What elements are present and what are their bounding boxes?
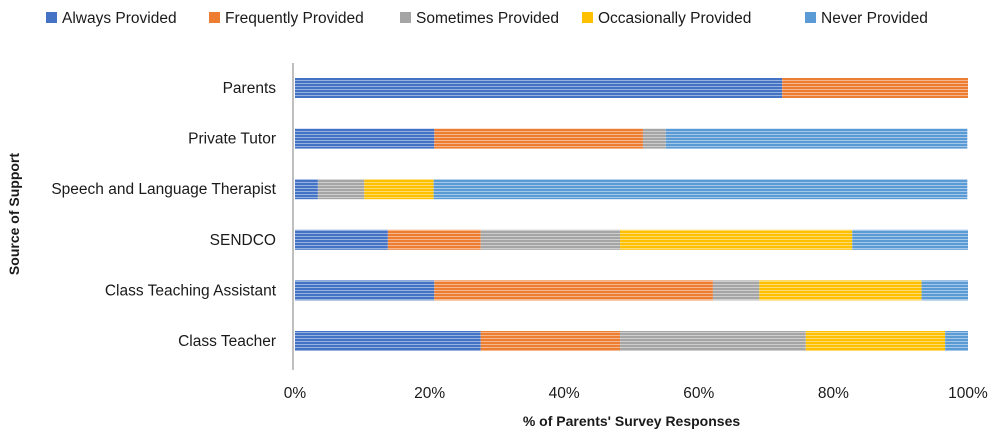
bar-speech-and-language-therapist-always-provided <box>295 179 318 200</box>
bar-speech-and-language-therapist-never-provided <box>433 179 968 200</box>
bar-class-teacher-sometimes-provided <box>620 331 806 351</box>
bar-sendco-always-provided <box>295 229 388 250</box>
category-label-parents: Parents <box>223 80 277 97</box>
bar-class-teacher-always-provided <box>295 331 481 351</box>
bar-class-teaching-assistant-always-provided <box>295 280 435 301</box>
bar-class-teacher-never-provided <box>945 331 968 351</box>
y-axis-title: Source of Support <box>6 153 22 275</box>
bar-class-teaching-assistant-frequently-provided <box>434 280 713 301</box>
category-label-sendco: SENDCO <box>210 232 276 249</box>
legend-swatch-occasionally-provided <box>582 12 593 23</box>
bar-sendco-frequently-provided <box>387 229 481 250</box>
bar-speech-and-language-therapist-occasionally-provided <box>364 179 434 200</box>
bar-private-tutor-always-provided <box>295 128 435 149</box>
bar-private-tutor-frequently-provided <box>434 128 643 149</box>
category-labels: Parents Private Tutor Speech and Language … <box>51 80 276 350</box>
legend-label-always-provided: Always Provided <box>62 10 177 27</box>
x-tick-0: 0% <box>284 385 307 402</box>
x-tick-80: 80% <box>818 385 849 402</box>
x-axis-title: % of Parents' Survey Responses <box>523 413 741 429</box>
legend: Always Provided Frequently Provided Someti… <box>46 10 928 27</box>
legend-label-never-provided: Never Provided <box>821 10 928 27</box>
category-label-class-teaching-assistant: Class Teaching Assistant <box>105 282 277 299</box>
category-label-speech-and-language-therapist: Speech and Language Therapist <box>51 181 276 198</box>
bar-class-teaching-assistant-never-provided <box>921 280 968 301</box>
bar-sendco-never-provided <box>852 229 968 250</box>
category-label-class-teacher: Class Teacher <box>178 333 276 350</box>
legend-swatch-sometimes-provided <box>400 12 411 23</box>
legend-label-occasionally-provided: Occasionally Provided <box>598 10 751 27</box>
bar-sendco-occasionally-provided <box>620 229 853 250</box>
bar-private-tutor-sometimes-provided <box>642 128 666 149</box>
x-tick-40: 40% <box>549 385 580 402</box>
x-tick-60: 60% <box>683 385 714 402</box>
bar-class-teacher-occasionally-provided <box>805 331 946 351</box>
x-tick-20: 20% <box>414 385 445 402</box>
legend-swatch-never-provided <box>805 12 816 23</box>
x-tick-100: 100% <box>948 385 988 402</box>
legend-label-sometimes-provided: Sometimes Provided <box>416 10 559 27</box>
bars-group <box>295 78 968 351</box>
x-tick-labels: 0% 20% 40% 60% 80% 100% <box>284 385 988 402</box>
legend-swatch-always-provided <box>46 12 57 23</box>
bar-class-teacher-frequently-provided <box>480 331 621 351</box>
bar-parents-always-provided <box>295 78 783 98</box>
bar-class-teaching-assistant-occasionally-provided <box>759 280 922 301</box>
legend-swatch-frequently-provided <box>209 12 220 23</box>
bar-class-teaching-assistant-sometimes-provided <box>712 280 760 301</box>
bar-parents-frequently-provided <box>782 78 968 98</box>
legend-label-frequently-provided: Frequently Provided <box>225 10 364 27</box>
bar-private-tutor-never-provided <box>665 128 968 149</box>
category-label-private-tutor: Private Tutor <box>188 131 276 148</box>
bar-sendco-sometimes-provided <box>480 229 621 250</box>
bar-speech-and-language-therapist-sometimes-provided <box>317 179 365 200</box>
